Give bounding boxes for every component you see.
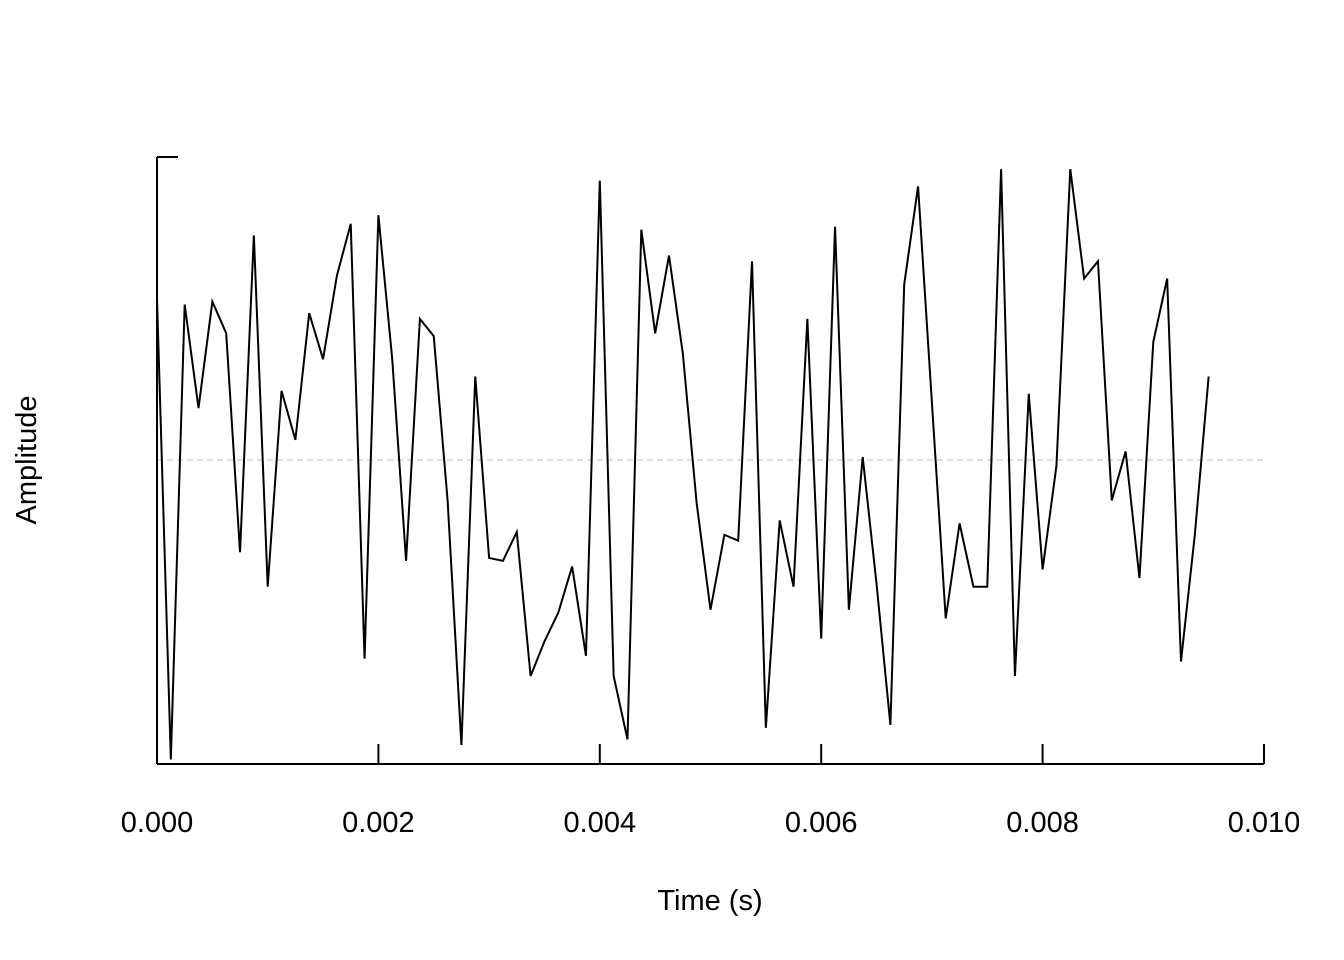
x-tick-label: 0.004	[564, 807, 637, 839]
x-tick-label: 0.006	[785, 807, 858, 839]
x-tick-label: 0.000	[121, 807, 194, 839]
x-tick-label: 0.002	[342, 807, 415, 839]
x-tick-label: 0.008	[1006, 807, 1079, 839]
x-axis-title: Time (s)	[657, 885, 762, 917]
y-axis-title: Amplitude	[11, 396, 43, 525]
x-tick-label: 0.010	[1228, 807, 1301, 839]
signal-line-0	[156, 168, 1210, 760]
